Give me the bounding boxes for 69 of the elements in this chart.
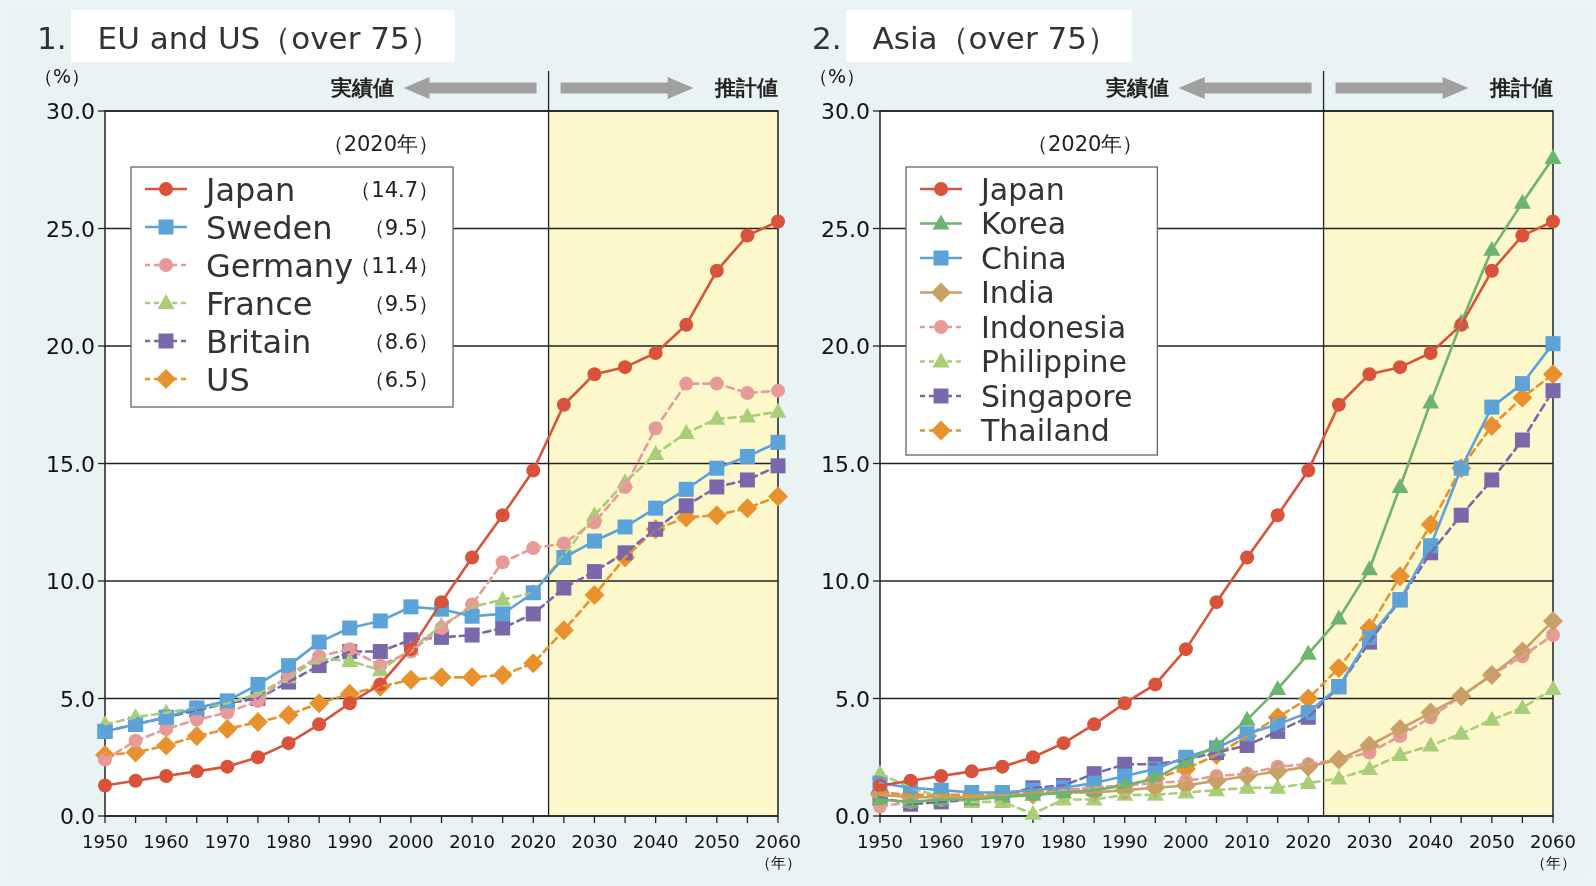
x-tick-label: 2030 bbox=[571, 831, 618, 852]
legend-title: （2020年） bbox=[322, 132, 440, 156]
legend-label: Philippine bbox=[981, 344, 1128, 380]
annotation: （14.7） bbox=[350, 178, 440, 202]
y-tick-label: 5.0 bbox=[835, 686, 870, 712]
y-axis-title: （%） bbox=[33, 65, 91, 87]
x-tick-label: 2010 bbox=[1224, 831, 1270, 852]
y-tick-label: 10.0 bbox=[821, 569, 870, 594]
band-label: 推計値 bbox=[1489, 76, 1553, 100]
y-tick-label: 15.0 bbox=[821, 451, 870, 477]
annotation: （8.6） bbox=[363, 330, 440, 354]
legend-label: US bbox=[206, 360, 250, 399]
x-axis-title: （年） bbox=[755, 854, 801, 872]
y-tick-label: 25.0 bbox=[46, 216, 95, 242]
legend-label: Thailand bbox=[980, 413, 1110, 449]
x-tick-label: 1970 bbox=[204, 831, 251, 852]
y-tick-label: 25.0 bbox=[821, 216, 870, 242]
legend-title: （2020年） bbox=[1026, 132, 1144, 156]
x-tick-label: 2030 bbox=[1346, 831, 1393, 852]
legend-label: India bbox=[981, 275, 1055, 311]
x-tick-label: 2000 bbox=[388, 831, 434, 852]
legend-label: Sweden bbox=[206, 208, 333, 247]
x-tick-label: 2040 bbox=[1407, 831, 1454, 852]
legend-label: China bbox=[981, 240, 1067, 276]
legend-label: Germany bbox=[206, 246, 354, 285]
band-label: 実績値 bbox=[329, 76, 394, 100]
x-tick-label: 2050 bbox=[693, 831, 740, 852]
legend-label: Britain bbox=[206, 322, 312, 361]
chart-title: 1. EU and US（over 75） bbox=[37, 20, 441, 56]
legend-label: Japan bbox=[204, 170, 296, 209]
y-axis-title: （%） bbox=[808, 65, 866, 87]
band-label: 推計値 bbox=[714, 76, 778, 100]
y-tick-label: 30.0 bbox=[821, 99, 870, 124]
x-tick-label: 2050 bbox=[1468, 831, 1515, 852]
annotation: （9.5） bbox=[363, 216, 440, 240]
legend-label: Indonesia bbox=[981, 309, 1127, 345]
y-tick-label: 20.0 bbox=[46, 334, 95, 359]
x-tick-label: 2000 bbox=[1163, 831, 1209, 852]
x-axis-title: （年） bbox=[1530, 854, 1576, 872]
x-tick-label: 1950 bbox=[857, 831, 903, 852]
x-tick-label: 1990 bbox=[1101, 831, 1148, 852]
x-tick-label: 1960 bbox=[143, 831, 190, 852]
annotation: （9.5） bbox=[363, 292, 440, 316]
y-tick-label: 10.0 bbox=[46, 569, 95, 594]
band-label: 実績値 bbox=[1104, 76, 1169, 100]
y-tick-label: 0.0 bbox=[835, 804, 870, 829]
y-tick-label: 0.0 bbox=[60, 804, 95, 829]
y-tick-label: 30.0 bbox=[46, 99, 95, 124]
y-tick-label: 5.0 bbox=[60, 686, 95, 712]
legend-label: Japan bbox=[979, 171, 1065, 207]
x-tick-label: 2020 bbox=[1285, 831, 1332, 852]
legend-label: France bbox=[206, 284, 313, 323]
x-tick-label: 2040 bbox=[632, 831, 679, 852]
y-tick-label: 15.0 bbox=[46, 451, 95, 477]
annotation: （6.5） bbox=[363, 368, 440, 392]
x-tick-label: 2060 bbox=[1530, 831, 1576, 852]
x-tick-label: 1990 bbox=[326, 831, 373, 852]
x-tick-label: 2010 bbox=[449, 831, 495, 852]
legend-label: Singapore bbox=[981, 378, 1133, 414]
x-tick-label: 1950 bbox=[82, 831, 128, 852]
x-tick-label: 1980 bbox=[1040, 831, 1087, 852]
x-tick-label: 1980 bbox=[265, 831, 312, 852]
y-tick-label: 20.0 bbox=[821, 334, 870, 359]
x-tick-label: 2020 bbox=[510, 831, 557, 852]
x-tick-label: 1970 bbox=[979, 831, 1026, 852]
legend-label: Korea bbox=[981, 206, 1067, 242]
chart-title: 2. Asia（over 75） bbox=[812, 20, 1118, 56]
x-tick-label: 2060 bbox=[755, 831, 801, 852]
x-tick-label: 1960 bbox=[918, 831, 965, 852]
